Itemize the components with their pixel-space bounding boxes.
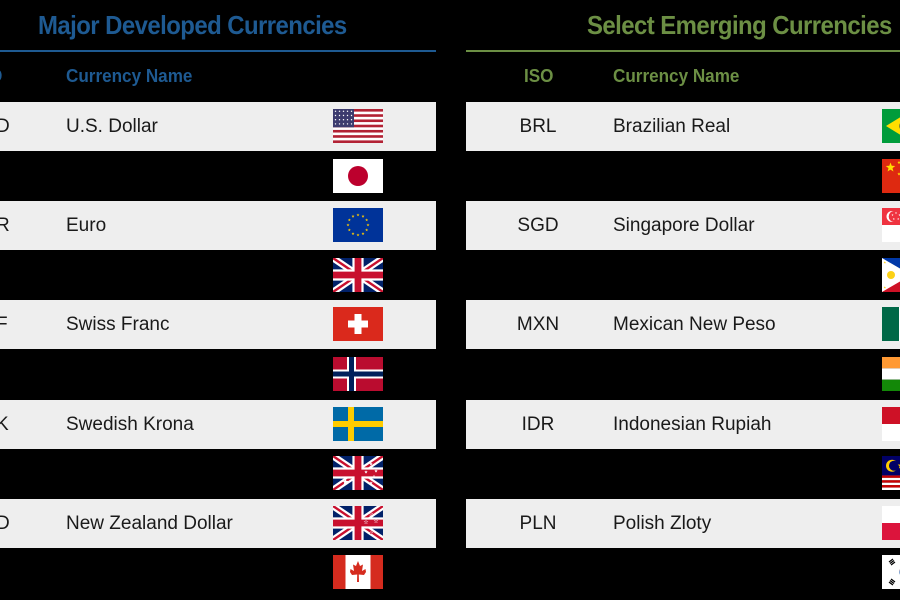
table-row	[466, 251, 900, 300]
developed-title-rule	[0, 50, 436, 52]
currency-iso: K	[0, 413, 9, 435]
emerging-name-header: Currency Name	[613, 66, 740, 86]
developed-title: Major Developed Currencies	[38, 10, 347, 40]
currency-name: Swiss Franc	[66, 314, 170, 336]
flag-canada-icon	[333, 555, 383, 590]
emerging-title: Select Emerging Currencies	[587, 10, 892, 40]
table-row: BRL Brazilian Real	[466, 102, 900, 151]
currency-name: Brazilian Real	[613, 116, 731, 137]
currency-name: New Zealand Dollar	[66, 512, 233, 534]
currency-iso: BRL	[519, 116, 557, 137]
table-row: MXN Mexican New Peso	[466, 300, 900, 350]
table-row	[466, 548, 900, 597]
table-row: D New Zealand Dollar	[0, 498, 436, 548]
table-row: D U.S. Dollar	[0, 102, 436, 151]
flag-australia-icon	[333, 456, 383, 491]
table-row	[0, 251, 436, 300]
flag-philippines-icon	[882, 257, 900, 292]
flag-switzerland-icon	[333, 307, 383, 342]
table-row: R Euro	[0, 201, 436, 251]
flag-uk-icon	[333, 257, 383, 292]
table-row	[0, 152, 436, 201]
flag-china-icon	[882, 158, 900, 193]
table-row: K Swedish Krona	[0, 399, 436, 449]
currency-iso: D	[0, 512, 10, 534]
flag-india-icon	[882, 357, 900, 391]
flag-norway-icon	[333, 357, 383, 391]
emerging-title-rule	[466, 50, 900, 52]
currency-name: Indonesian Rupiah	[613, 413, 772, 435]
currency-name: Polish Zloty	[613, 512, 712, 534]
flag-mexico-icon	[882, 307, 900, 342]
currency-iso: R	[0, 215, 10, 237]
emerging-currencies-panel: Select Emerging Currencies ISO Currency …	[466, 0, 900, 600]
currency-iso: MXN	[516, 314, 560, 336]
currency-iso: F	[0, 314, 8, 336]
emerging-iso-header: ISO	[524, 66, 554, 86]
flag-japan-icon	[333, 158, 383, 193]
table-row: F Swiss Franc	[0, 300, 436, 350]
flag-us-icon	[333, 109, 383, 143]
flag-singapore-icon	[882, 208, 900, 243]
currency-name: Mexican New Peso	[613, 314, 776, 336]
table-row	[466, 449, 900, 498]
currency-name: Swedish Krona	[66, 413, 194, 435]
table-row	[0, 449, 436, 498]
currency-iso: IDR	[521, 413, 555, 435]
table-row	[0, 350, 436, 399]
flag-poland-icon	[882, 505, 900, 540]
currency-name: Singapore Dollar	[613, 215, 755, 237]
flag-indonesia-icon	[882, 406, 900, 441]
table-row: PLN Polish Zloty	[466, 498, 900, 548]
flag-eu-icon	[333, 208, 383, 243]
currency-name: U.S. Dollar	[66, 116, 158, 137]
flag-sweden-icon	[333, 406, 383, 441]
flag-south-korea-icon	[882, 555, 900, 590]
developed-currencies-panel: Major Developed Currencies D Currency Na…	[0, 0, 436, 600]
flag-new-zealand-icon	[333, 505, 383, 540]
table-row	[0, 548, 436, 597]
table-row	[466, 350, 900, 399]
table-row	[466, 152, 900, 201]
developed-name-header: Currency Name	[66, 66, 193, 86]
currency-iso: PLN	[519, 512, 557, 534]
developed-iso-header: D	[0, 66, 2, 87]
table-row: IDR Indonesian Rupiah	[466, 399, 900, 449]
currency-iso: SGD	[517, 215, 559, 237]
currency-iso: D	[0, 116, 10, 137]
currency-name: Euro	[66, 215, 107, 237]
flag-malaysia-icon	[882, 456, 900, 491]
table-row: SGD Singapore Dollar	[466, 201, 900, 251]
flag-brazil-icon	[882, 109, 900, 143]
